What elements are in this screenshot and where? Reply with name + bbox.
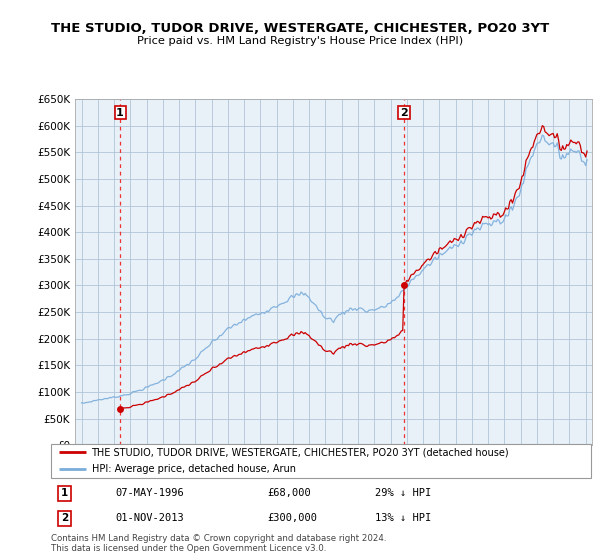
Text: Price paid vs. HM Land Registry's House Price Index (HPI): Price paid vs. HM Land Registry's House … bbox=[137, 36, 463, 46]
Text: HPI: Average price, detached house, Arun: HPI: Average price, detached house, Arun bbox=[91, 464, 296, 474]
Text: THE STUDIO, TUDOR DRIVE, WESTERGATE, CHICHESTER, PO20 3YT: THE STUDIO, TUDOR DRIVE, WESTERGATE, CHI… bbox=[51, 22, 549, 35]
Text: 1: 1 bbox=[61, 488, 68, 498]
Text: 1: 1 bbox=[116, 108, 124, 118]
Text: £68,000: £68,000 bbox=[267, 488, 311, 498]
FancyBboxPatch shape bbox=[51, 444, 591, 478]
Text: £300,000: £300,000 bbox=[267, 514, 317, 524]
Text: THE STUDIO, TUDOR DRIVE, WESTERGATE, CHICHESTER, PO20 3YT (detached house): THE STUDIO, TUDOR DRIVE, WESTERGATE, CHI… bbox=[91, 447, 509, 458]
Text: 01-NOV-2013: 01-NOV-2013 bbox=[116, 514, 185, 524]
Text: 2: 2 bbox=[400, 108, 408, 118]
Text: 13% ↓ HPI: 13% ↓ HPI bbox=[375, 514, 431, 524]
Text: 29% ↓ HPI: 29% ↓ HPI bbox=[375, 488, 431, 498]
Text: 07-MAY-1996: 07-MAY-1996 bbox=[116, 488, 185, 498]
Text: 2: 2 bbox=[61, 514, 68, 524]
Text: Contains HM Land Registry data © Crown copyright and database right 2024.: Contains HM Land Registry data © Crown c… bbox=[51, 534, 386, 543]
Text: This data is licensed under the Open Government Licence v3.0.: This data is licensed under the Open Gov… bbox=[51, 544, 326, 553]
